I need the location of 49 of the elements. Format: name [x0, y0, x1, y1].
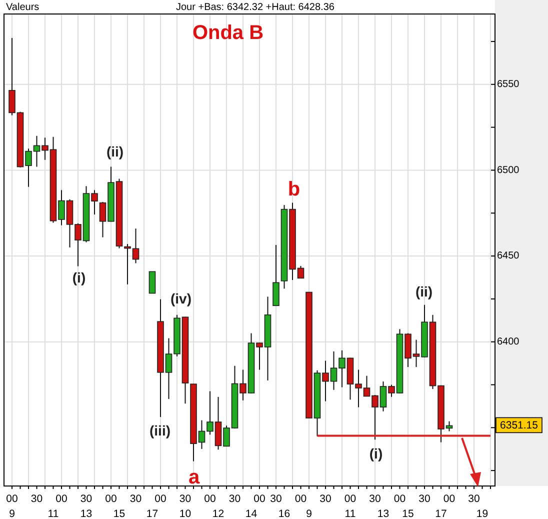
x-tick-label: 30: [468, 493, 480, 505]
x-tick-label: 00: [105, 493, 117, 505]
annotation: (i): [369, 446, 383, 462]
annotation: (iv): [170, 290, 192, 307]
annotation: a: [188, 466, 200, 488]
text: 6351.15: [500, 419, 538, 432]
candlestick: [148, 271, 156, 294]
x-tick-label: 15: [113, 508, 126, 519]
annotation: (iii): [150, 422, 170, 439]
x-tick-label: 30: [30, 493, 43, 505]
text: Jour +Bas: 6342.32 +Haut: 6428.36: [176, 2, 335, 13]
x-tick-label: 00: [254, 493, 266, 505]
text: Valeurs: [6, 2, 40, 13]
x-tick-label: 15: [402, 508, 414, 519]
x-tick-label: 11: [48, 508, 59, 519]
x-tick-label: 30 13: [80, 493, 92, 519]
y-tick-label: 6550: [497, 79, 520, 90]
x-tick-label: 00 11: [344, 493, 356, 519]
x-tick-label: 17: [146, 508, 158, 519]
y-tick-label: 6500: [497, 164, 520, 176]
x-tick-label: 30: [228, 493, 241, 505]
x-tick-label: 00: [56, 493, 68, 505]
x-tick-label: 00: [394, 493, 406, 505]
x-tick-label: 30: [270, 493, 282, 505]
x-tick-label: 12: [212, 508, 224, 519]
x-tick-label: 30 10: [179, 493, 192, 519]
candlestick: [272, 244, 280, 306]
x-tick-label: 14: [245, 508, 258, 519]
y-tick-label: 6450: [497, 250, 520, 262]
x-tick-label: 30: [130, 493, 142, 505]
x-tick-label: 30: [418, 493, 430, 505]
x-tick-label: 19: [476, 508, 488, 519]
x-tick-label: 00: [154, 493, 166, 505]
x-tick-label: 9: [306, 508, 312, 519]
annotation: (i): [72, 270, 86, 286]
chart-title: Onda B: [192, 22, 264, 44]
x-tick-label: 30: [320, 493, 332, 505]
annotation: b: [288, 178, 300, 200]
x-tick-label: 13: [377, 508, 390, 519]
x-tick-label: 30: [369, 493, 381, 505]
annotation: (ii): [415, 284, 433, 300]
annotation: (ii): [106, 144, 124, 160]
x-tick-label: 00: [443, 493, 456, 505]
x-tick-label: 00: [204, 493, 216, 505]
y-tick-label: 6400: [497, 336, 520, 348]
x-tick-label: 16: [278, 508, 290, 519]
x-tick-label: 00 9: [6, 493, 18, 519]
x-tick-label: 17: [435, 508, 447, 519]
x-tick-label: 00: [294, 493, 307, 505]
